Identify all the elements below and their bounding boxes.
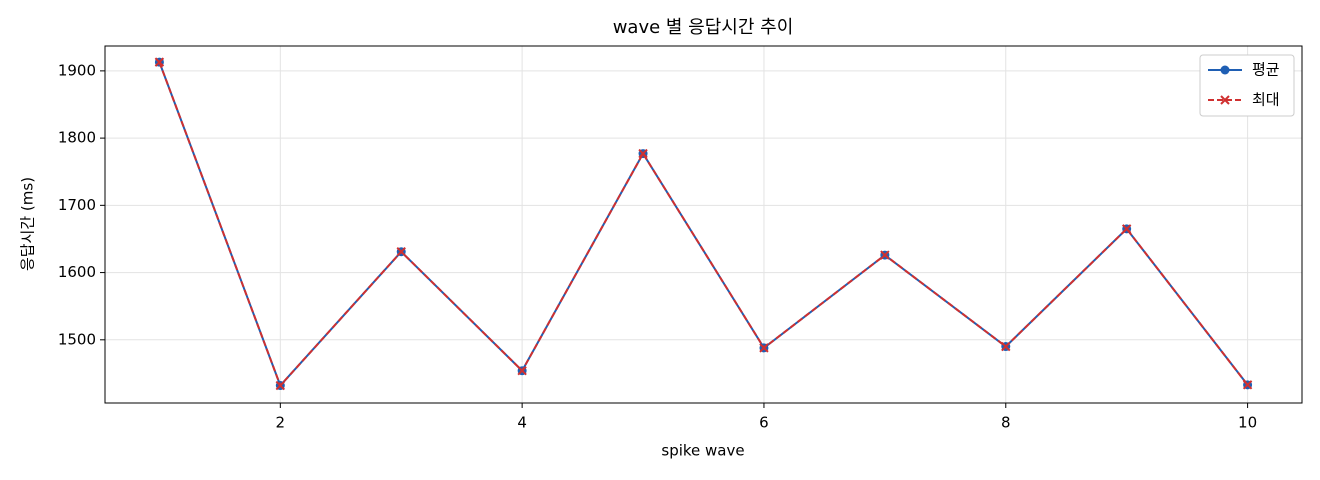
legend-label: 최대: [1252, 91, 1280, 109]
data-point: [759, 343, 769, 353]
legend-marker: [1220, 65, 1230, 75]
x-tick-label: 4: [517, 414, 527, 432]
x-tick-label: 10: [1238, 414, 1257, 432]
data-point: [275, 380, 286, 391]
data-point: [1001, 341, 1011, 352]
data-point: [638, 148, 648, 159]
legend-marker: [1220, 95, 1230, 105]
y-tick-label: 1800: [58, 129, 96, 147]
x-tick-label: 6: [759, 414, 769, 432]
x-tick-label: 8: [1001, 414, 1011, 432]
y-tick-label: 1700: [58, 196, 96, 214]
data-point: [154, 57, 165, 67]
data-point: [1121, 224, 1132, 234]
y-axis-label: 응답시간 (ms): [19, 177, 37, 271]
data-point: [880, 250, 890, 260]
y-tick-label: 1500: [58, 330, 96, 348]
x-tick-label: 2: [276, 414, 286, 432]
y-tick-label: 1900: [58, 61, 96, 79]
data-point: [517, 366, 527, 376]
plot-frame: [104, 45, 1303, 404]
data-point: [1242, 380, 1253, 390]
data-point: [396, 247, 406, 257]
series-line: [158, 61, 1249, 388]
legend-label: 평균: [1252, 61, 1280, 79]
x-axis-label: spike wave: [661, 442, 744, 460]
y-tick-label: 1600: [58, 263, 96, 281]
series-line: [158, 61, 1249, 388]
legend-box: [1199, 54, 1295, 117]
chart-title: wave 별 응답시간 추이: [613, 17, 794, 38]
